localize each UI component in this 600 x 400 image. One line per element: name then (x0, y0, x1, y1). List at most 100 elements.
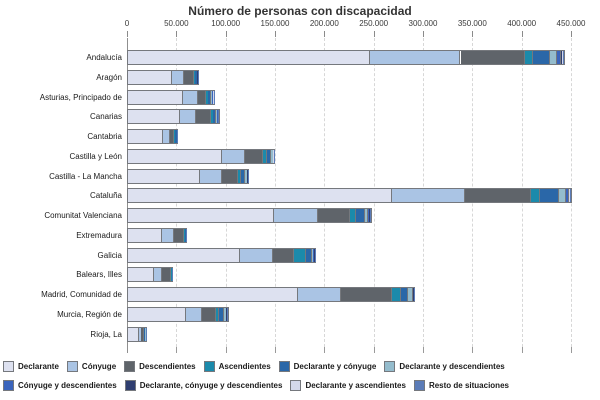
bar-segment (226, 307, 228, 321)
legend-swatch (290, 380, 302, 391)
x-axis-tick-label: 100.000 (211, 19, 241, 28)
bar-segment (227, 307, 228, 321)
bar-segment (464, 189, 532, 203)
legend-label: Resto de situaciones (428, 381, 509, 390)
bar-segment (143, 327, 145, 341)
stacked-bar (127, 148, 276, 164)
legend-label: Declarante y descendientes (399, 362, 505, 371)
bar-segment (128, 149, 222, 163)
bar-segment (145, 327, 147, 341)
x-axis-tick (472, 347, 474, 353)
category-label: Balears, Illes (76, 270, 122, 280)
bar-segment (128, 248, 240, 262)
bar-segment (562, 51, 565, 64)
x-axis-tick-label: 250.000 (359, 19, 389, 28)
category-label: Madrid, Comunidad de (41, 290, 122, 299)
x-axis-tick (225, 347, 227, 353)
legend-swatch (413, 380, 425, 391)
bar-segment (392, 288, 401, 301)
legend-swatch (124, 380, 136, 391)
bar-segment (349, 209, 356, 222)
bar-segment (318, 209, 350, 222)
legend-item: Resto de situaciones (413, 380, 509, 391)
legend-row: Cónyuge y descendientes Declarante, cónyu… (3, 376, 597, 395)
x-axis-tick-label: 450.000 (556, 19, 586, 28)
bar-segment (177, 130, 178, 143)
bar-segment (172, 268, 174, 282)
bar-segment (170, 130, 175, 143)
bar-segment (369, 209, 371, 222)
bar-segment (560, 51, 562, 64)
bar-segment (213, 90, 215, 104)
bar-segment (186, 228, 187, 242)
legend-item: Declarante y ascendientes (290, 380, 406, 391)
x-axis-tick (423, 31, 424, 37)
x-axis-tick (324, 31, 326, 37)
legend-swatch (203, 361, 215, 372)
category-label: Aragón (96, 72, 122, 82)
bar-segment (407, 288, 413, 301)
category-label: Canarias (89, 112, 122, 122)
stacked-bar (127, 50, 566, 65)
legend-swatch (3, 380, 14, 391)
bar-segment (179, 110, 196, 124)
stacked-bar (127, 227, 188, 243)
bar-segment (154, 268, 162, 282)
bar-segment (202, 307, 216, 321)
legend-item: Declarante (3, 361, 59, 372)
x-axis-tick (127, 31, 128, 37)
bar-segment (208, 90, 212, 104)
stacked-bar (127, 247, 317, 263)
stacked-bar (127, 168, 250, 184)
bar-segment (237, 169, 241, 183)
bar-segment (274, 209, 319, 222)
bar-segment (196, 70, 198, 84)
bar-segment (128, 70, 172, 84)
legend-item: Declarante, cónyuge y descendientes (124, 380, 282, 391)
bar-segment (174, 130, 176, 143)
x-axis-tick (521, 31, 523, 37)
bar-segment (294, 248, 306, 262)
bar-segment (412, 288, 414, 301)
bar-segment (215, 307, 220, 321)
bar-segment (183, 228, 185, 242)
bar-segment (558, 189, 566, 203)
bar-segment (175, 130, 177, 143)
stacked-bar (127, 267, 174, 283)
legend-label: Declarante (18, 362, 59, 371)
legend-item: Declarante y descendientes (384, 361, 505, 372)
category-label: Galicia (97, 250, 122, 260)
x-axis-tick (521, 347, 523, 353)
bar-segment (263, 149, 267, 163)
bar-segment (272, 149, 274, 163)
bar-segment (128, 268, 155, 282)
bar-segment (128, 169, 201, 183)
bar-segment (550, 51, 558, 64)
legend-swatch (124, 361, 136, 372)
x-axis-tick-label: 150.000 (260, 19, 290, 28)
category-label: Rioja, La (90, 329, 122, 339)
x-axis-tick (571, 347, 572, 353)
bar-segment (245, 169, 247, 183)
bar-segment (369, 209, 370, 222)
x-axis-tick-label: 0 (124, 19, 130, 28)
bar-segment (128, 209, 275, 222)
x-axis-tick (275, 347, 276, 353)
legend-label: Declarante y ascendientes (305, 381, 406, 390)
bar-segment (524, 51, 533, 64)
bar-segment (128, 228, 163, 242)
bar-segment (138, 327, 142, 341)
bar-segment (266, 149, 272, 163)
bar-segment (141, 327, 144, 341)
legend-item: Declarante y cónyuge (278, 361, 376, 372)
category-label: Cantabria (87, 132, 122, 141)
stacked-bar (127, 306, 229, 322)
bar-segment (128, 51, 370, 64)
x-axis-tick (571, 31, 572, 37)
bar-segment (531, 189, 540, 203)
bar-segment (212, 90, 214, 104)
bar-segment (313, 248, 315, 262)
bar-segment (539, 189, 559, 203)
bar-segment (364, 209, 368, 222)
